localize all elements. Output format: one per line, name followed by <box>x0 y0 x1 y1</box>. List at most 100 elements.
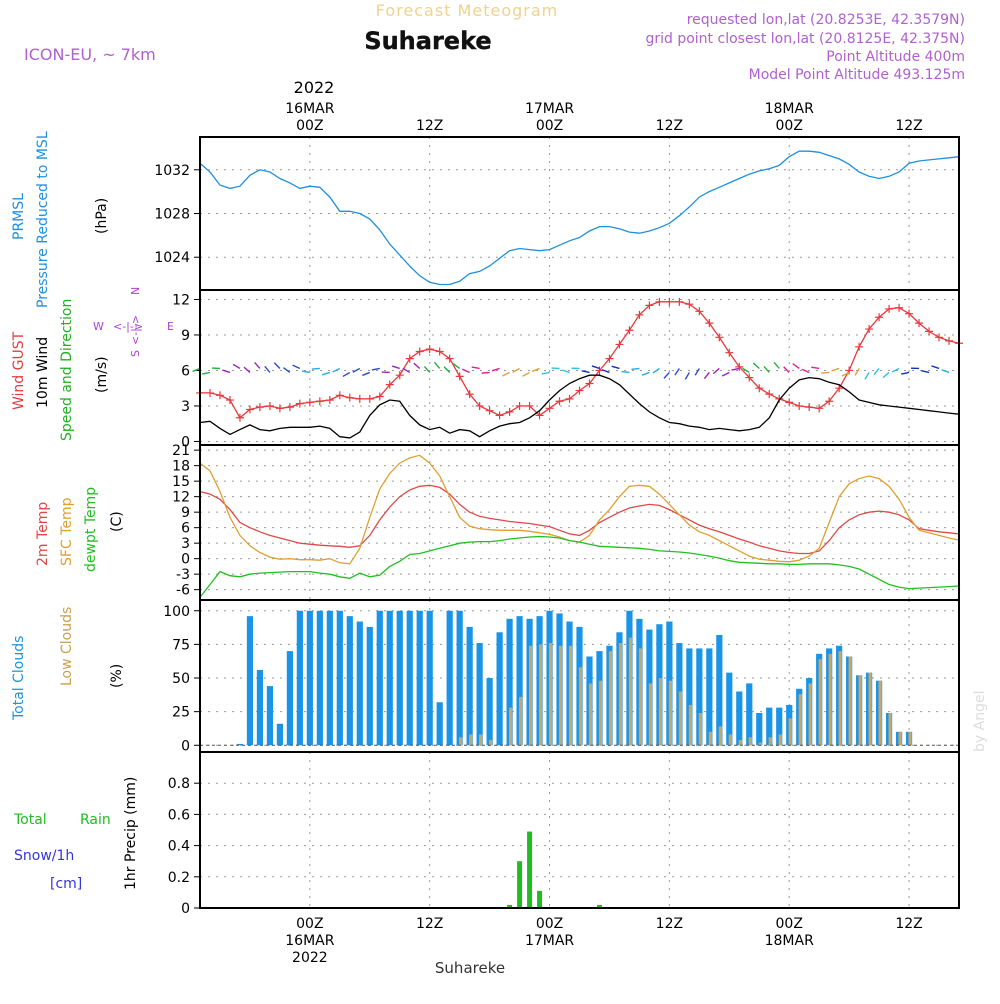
clouds-bar <box>629 638 632 746</box>
gust-marker <box>356 395 364 403</box>
clouds-ytick-label: 25 <box>172 705 190 721</box>
temperature-ytick-label: 15 <box>172 474 190 490</box>
gust-marker <box>216 391 224 399</box>
wind-direction-arrow <box>244 367 250 372</box>
gust-marker <box>715 333 723 341</box>
bottom-time-label: 12Z <box>656 916 683 932</box>
wind-direction-arrow <box>883 372 889 377</box>
clouds-bar <box>879 681 882 746</box>
temperature-ytick-label: 21 <box>172 443 190 459</box>
temperature-panel-labels: 2m Temp SFC Temp dewpt Temp (C) <box>35 487 125 572</box>
wind-gust-label: Wind GUST <box>11 331 27 410</box>
credit-label: by Angel <box>972 691 988 752</box>
clouds-bar <box>477 643 483 745</box>
bottom-time-label: 17MAR <box>525 933 574 949</box>
clouds-bar <box>589 683 592 745</box>
pressure-msl-label: Pressure Reduced to MSL <box>35 131 51 308</box>
clouds-bar <box>487 678 493 745</box>
wind-direction-arrow <box>695 368 699 375</box>
wind-direction-arrow <box>874 368 879 374</box>
top-year-label: 2022 <box>294 78 335 97</box>
top-time-label: 12Z <box>895 118 922 134</box>
wind-direction-arrow <box>392 366 400 368</box>
total-clouds-label: Total Clouds <box>11 636 27 721</box>
precipitation-bar <box>527 832 532 908</box>
chart-title: Forecast Meteogram <box>376 1 558 20</box>
wind-panel-labels: Wind GUST 10m Wind Speed and Direction (… <box>11 287 174 441</box>
wind-direction-arrow <box>793 364 799 369</box>
bottom-time-label: 12Z <box>416 916 443 932</box>
wind-direction-arrow <box>322 372 330 374</box>
gust-marker <box>256 403 264 411</box>
clouds-bar <box>659 678 662 745</box>
gust-marker <box>486 407 494 415</box>
clouds-bar <box>529 646 532 746</box>
top-time-label: 18MAR <box>765 101 814 117</box>
clouds-bar <box>829 654 832 745</box>
clouds-bar <box>569 646 572 746</box>
clouds-bar <box>839 651 842 745</box>
clouds-bar <box>599 681 602 746</box>
wind-ytick-label: 3 <box>181 399 190 415</box>
chart-dynamic-layer: 102410281032036912-6-3036912151821025507… <box>154 101 963 966</box>
clouds-bar <box>849 656 852 745</box>
top-time-label: 12Z <box>416 118 443 134</box>
wind-direction-arrow <box>523 372 530 376</box>
precipitation-ytick-label: 0 <box>181 901 190 917</box>
pressure-series-line <box>200 151 959 284</box>
bottom-time-label: 16MAR <box>285 933 334 949</box>
clouds-bar <box>819 659 822 745</box>
gust-marker <box>286 403 294 411</box>
temp-sfc-label: SFC Temp <box>59 497 75 566</box>
wind-direction-arrow <box>482 372 490 373</box>
gust-marker <box>556 397 564 405</box>
pressure-ytick-label: 1032 <box>154 163 190 179</box>
temperature-series-line <box>200 455 959 564</box>
gust-marker <box>945 337 953 345</box>
wind-direction-arrow <box>333 368 340 371</box>
clouds-unit-label: (%) <box>109 664 125 688</box>
wind-frame <box>200 290 959 445</box>
clouds-bar <box>539 644 542 745</box>
temp-2m-label: 2m Temp <box>35 502 51 566</box>
wind-unit-label: (m/s) <box>94 356 110 393</box>
gust-marker <box>276 404 284 412</box>
top-time-label: 12Z <box>656 118 683 134</box>
clouds-bar <box>377 611 383 746</box>
gust-marker <box>226 396 234 404</box>
top-time-label: 00Z <box>296 118 323 134</box>
clouds-bar <box>327 611 333 746</box>
clouds-bar <box>447 611 453 746</box>
clouds-bar <box>519 697 522 745</box>
pressure-panel-labels: PRMSL Pressure Reduced to MSL (hPa) <box>11 131 110 308</box>
bottom-time-label: 12Z <box>895 916 922 932</box>
wind-direction-arrow <box>312 368 320 369</box>
clouds-bar <box>888 713 891 745</box>
clouds-bar <box>479 735 482 746</box>
wind-direction-arrow <box>274 363 280 369</box>
gust-marker <box>456 372 464 380</box>
gust-marker <box>785 398 793 406</box>
clouds-bar <box>739 740 742 745</box>
top-time-label: 16MAR <box>285 101 334 117</box>
clouds-bar <box>387 611 393 746</box>
clouds-bar <box>467 627 473 745</box>
wind-direction-arrow <box>774 362 779 368</box>
wind-direction-arrow <box>704 372 709 378</box>
gust-marker <box>426 345 434 353</box>
gust-marker <box>336 391 344 399</box>
wind-direction-arrow <box>265 366 270 372</box>
temperature-ytick-label: -3 <box>176 567 190 583</box>
precip-panel-labels: Total Rain Snow/1h [cm] 1hr Precip (mm) <box>13 777 139 892</box>
precipitation-ytick-label: 0.4 <box>168 839 190 855</box>
grid-point-coordinates: grid point closest lon,lat (20.8125E, 42… <box>645 31 965 47</box>
clouds-bar <box>407 611 413 746</box>
wind-direction-arrow <box>685 372 689 379</box>
wind-direction-arrow <box>532 368 539 371</box>
bottom-time-label: 00Z <box>536 916 563 932</box>
location-title: Suhareke <box>364 27 491 55</box>
wind-direction-arrow <box>653 368 660 373</box>
pressure-unit-label: (hPa) <box>94 198 110 234</box>
wind-direction-arrow <box>222 370 230 372</box>
